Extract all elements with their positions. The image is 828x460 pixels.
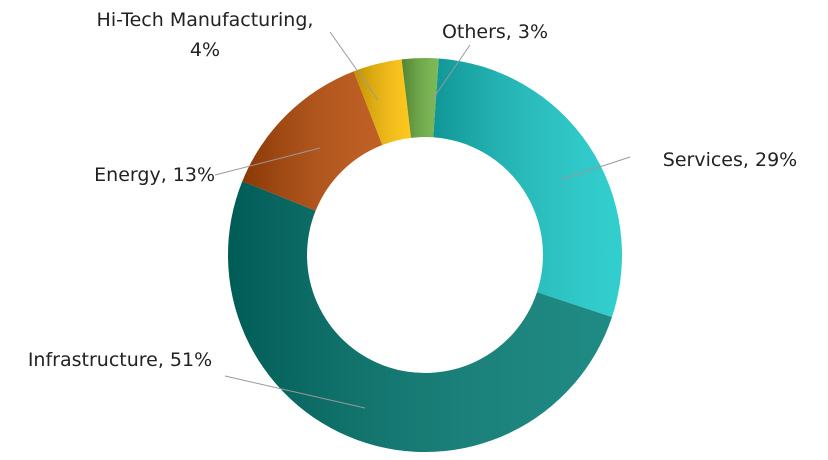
slice-shade: [433, 58, 622, 318]
leader-line: [559, 156, 631, 181]
data-label: Hi-Tech Manufacturing, 4%: [96, 9, 314, 61]
leader-line: [329, 31, 379, 101]
leader-line: [429, 44, 471, 104]
data-label: Services, 29%: [662, 149, 798, 171]
leader-line: [224, 375, 366, 409]
slice-shade: [227, 181, 612, 453]
slice-shade: [401, 57, 439, 138]
slice-shade: [353, 59, 412, 145]
slice-shade: [242, 71, 383, 211]
leader-line: [214, 147, 321, 176]
data-label: Energy, 13%: [94, 164, 215, 186]
data-label: Infrastructure, 51%: [27, 349, 213, 371]
data-label: Others, 3%: [441, 21, 549, 43]
